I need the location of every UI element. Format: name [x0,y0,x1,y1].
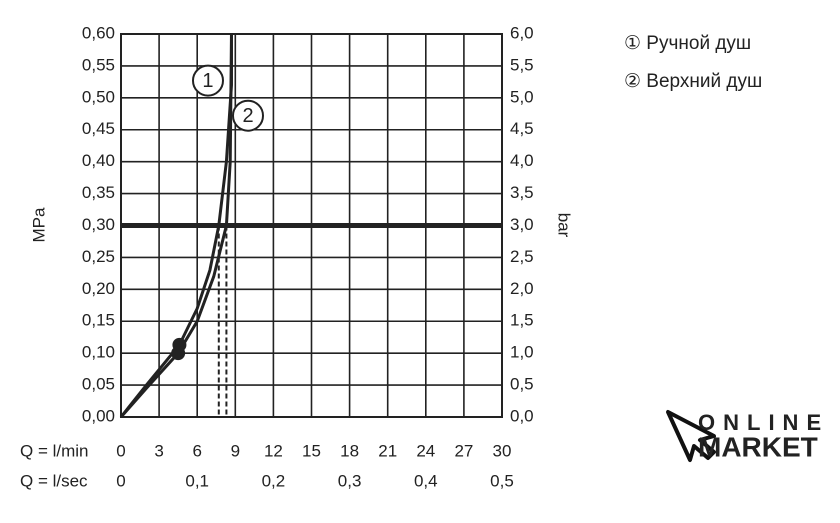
y2-tick-label: 5,5 [510,55,534,74]
operating-point [171,346,186,361]
y2-tick-label: 4,5 [510,119,534,138]
annotation-circle [191,64,224,97]
logo-cursor [666,410,716,462]
y-tick-label: 0,55 [82,55,115,74]
x2-tick-label: 0,1 [185,471,209,490]
series-line [119,33,233,418]
y-tick-label: 0,50 [82,87,115,106]
y2-tick-label: 3,5 [510,183,534,202]
x2-tick-label: 0 [116,471,125,490]
y2-tick-label: 1,0 [510,343,534,362]
y-tick-label: 0,35 [82,183,115,202]
x-axis-label: Q = l/min [20,441,89,460]
y2-tick-label: 5,0 [510,87,534,106]
annotation: 2 [242,105,253,127]
logo-text: ONLINE [698,410,829,435]
y-tick-label: 0,30 [82,215,115,234]
logo: ONLINE MARKET [666,410,829,462]
x-tick-label: 9 [231,441,240,460]
x2-tick-label: 0,4 [414,471,438,490]
x2-axis-label: Q = l/sec [20,471,88,490]
x-tick-label: 6 [192,441,201,460]
x-tick-label: 3 [154,441,163,460]
x2-tick-label: 0,3 [338,471,362,490]
legend-entry: ② Верхний душ [624,71,762,92]
x2-tick-label: 0,5 [490,471,514,490]
y-tick-label: 0,15 [82,311,115,330]
y2-tick-label: 6,0 [510,23,534,42]
y-tick-label: 0,60 [82,23,115,42]
annotation-circle [232,99,264,132]
y-tick-label: 0,40 [82,151,115,170]
legend: ① Ручной душ ② Верхний душ [624,33,762,92]
x-tick-label: 30 [493,441,512,460]
x-tick-label: 21 [378,441,397,460]
y-axis-label: MPa [29,207,48,243]
y2-axis-label: bar [555,213,574,238]
logo-text: MARKET [698,431,818,462]
x-tick-label: 0 [116,441,125,460]
x2-tick-label: 0,2 [262,471,286,490]
x-tick-label: 24 [416,441,435,460]
x-tick-label: 27 [454,441,473,460]
y-tick-label: 0,25 [82,247,115,266]
y-tick-label: 0,45 [82,119,115,138]
y-tick-label: 0,05 [82,375,115,394]
y2-tick-label: 2,0 [510,279,534,298]
x-tick-label: 12 [264,441,283,460]
y-tick-label: 0,20 [82,279,115,298]
y-tick-label: 0,00 [82,406,115,425]
y2-tick-label: 0,0 [510,406,534,425]
x-tick-label: 18 [340,441,359,460]
annotation: 1 [202,70,213,92]
y2-tick-label: 1,5 [510,311,534,330]
y2-tick-label: 3,0 [510,215,534,234]
y2-tick-label: 4,0 [510,151,534,170]
y2-tick-label: 2,5 [510,247,534,266]
x-tick-label: 15 [302,441,321,460]
y-tick-label: 0,10 [82,343,115,362]
legend-entry: ① Ручной душ [624,33,751,54]
y2-tick-label: 0,5 [510,375,534,394]
